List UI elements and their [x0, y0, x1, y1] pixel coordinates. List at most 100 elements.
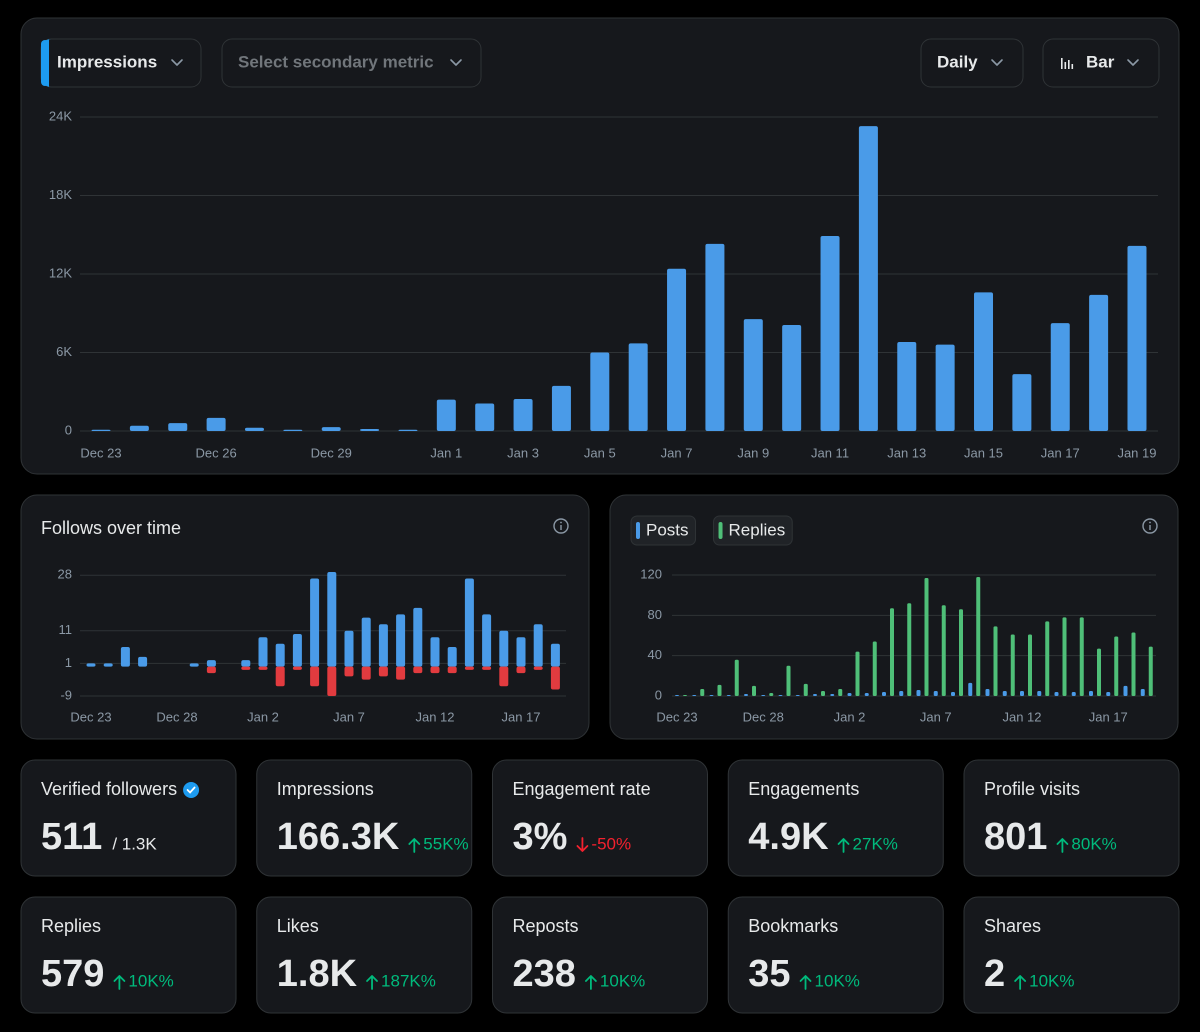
y-tick-label: 18K: [49, 187, 72, 202]
y-tick-label: 80: [648, 607, 662, 622]
bar: [667, 268, 687, 431]
bar: [935, 344, 955, 431]
stat-card: [492, 759, 708, 877]
bar: [959, 609, 963, 696]
y-tick-label: 1: [65, 655, 72, 670]
stat-total: / 1.3K: [112, 834, 157, 853]
bar: [1010, 634, 1015, 696]
bar: [1148, 646, 1153, 696]
bar: [275, 666, 285, 687]
x-tick-label: Dec 23: [70, 709, 111, 724]
stat-value: 35: [748, 953, 790, 995]
primary-metric: Impressions: [57, 52, 157, 71]
bar: [752, 685, 756, 696]
stat-card: [20, 759, 237, 877]
bar: [744, 693, 748, 696]
bar: [813, 693, 817, 696]
bar: [1045, 621, 1050, 696]
bar: [241, 660, 251, 667]
stat-value: 511: [41, 816, 102, 858]
main-card: [20, 17, 1180, 475]
bar: [769, 692, 774, 696]
bar: [700, 688, 705, 696]
x-tick-label: Jan 3: [507, 445, 539, 460]
bar: [933, 690, 938, 696]
bar: [803, 683, 808, 696]
bar: [413, 666, 423, 674]
bar: [951, 691, 955, 696]
bar: [499, 630, 509, 667]
bar: [968, 682, 973, 696]
bar: [275, 643, 285, 667]
stat-label: Impressions: [277, 779, 374, 799]
stat-change: 27K%: [853, 834, 898, 853]
bar: [533, 666, 543, 670]
y-tick-label: 0: [65, 422, 72, 437]
stat-value: 3%: [513, 816, 568, 858]
bar: [436, 399, 456, 431]
interval: Daily: [937, 52, 978, 71]
bar: [138, 656, 148, 667]
x-tick-label: Jan 12: [415, 709, 454, 724]
stat-card: [963, 759, 1180, 877]
bar: [821, 690, 825, 696]
x-tick-label: Jan 7: [661, 445, 693, 460]
y-tick-label: 120: [640, 566, 662, 581]
bar: [795, 694, 800, 696]
bar: [327, 572, 337, 667]
stat-card: [492, 896, 708, 1014]
bar: [551, 385, 571, 431]
info-icon[interactable]: [1142, 518, 1158, 534]
bar: [675, 694, 679, 696]
bar: [475, 403, 495, 431]
bar: [189, 663, 199, 667]
bar: [1127, 245, 1147, 431]
y-tick-label: 24K: [49, 108, 72, 123]
bar: [258, 666, 268, 670]
bar: [1028, 634, 1032, 696]
y-tick-label: 12K: [49, 265, 72, 280]
bar: [847, 692, 852, 696]
bar: [1097, 648, 1101, 696]
y-tick-label: -9: [60, 687, 72, 702]
bar: [924, 578, 929, 696]
bar: [1002, 690, 1007, 696]
bar: [743, 319, 763, 431]
x-tick-label: Jan 19: [1117, 445, 1156, 460]
interval-button[interactable]: [920, 38, 1024, 88]
bar: [976, 577, 981, 696]
stat-card: [256, 896, 473, 1014]
stat-card: [727, 896, 944, 1014]
legend-swatch: [718, 522, 723, 539]
bar: [820, 236, 840, 431]
chart-type-button[interactable]: [1042, 38, 1160, 88]
bar: [513, 398, 533, 431]
bar: [778, 694, 783, 696]
chevron: [1127, 59, 1139, 66]
bar: [361, 666, 371, 680]
bar: [499, 666, 509, 687]
x-tick-label: Dec 23: [80, 445, 121, 460]
bar: [717, 684, 722, 696]
y-tick-label: 6K: [56, 344, 72, 359]
bar: [1089, 690, 1093, 696]
legend-item[interactable]: Replies: [713, 515, 793, 546]
stat-label: Verified followers: [41, 779, 177, 799]
secondary-metric-button[interactable]: [221, 38, 482, 88]
bar: [855, 651, 860, 696]
info-icon[interactable]: [553, 518, 569, 534]
legend-item[interactable]: Posts: [630, 515, 697, 546]
stat-change: -50%: [591, 834, 631, 853]
legend-label: Replies: [729, 520, 786, 539]
bar: [241, 666, 251, 670]
bar: [864, 692, 869, 696]
stat-value: 166.3K: [277, 816, 400, 858]
bar: [692, 694, 697, 696]
stat-value: 4.9K: [748, 816, 829, 858]
stat-value: 801: [984, 816, 1047, 858]
bar: [310, 578, 320, 667]
verified-check: [186, 786, 196, 794]
x-tick-label: Jan 7: [920, 709, 952, 724]
x-tick-label: Jan 1: [430, 445, 462, 460]
